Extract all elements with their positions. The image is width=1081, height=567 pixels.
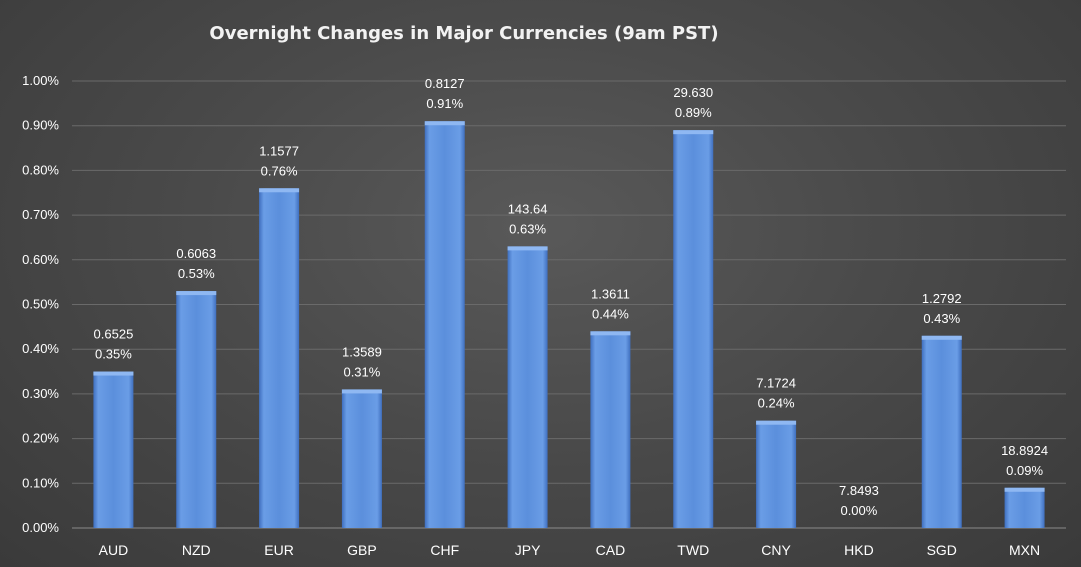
data-label-percent: 0.44% bbox=[592, 306, 629, 321]
data-label-percent: 0.24% bbox=[758, 396, 795, 411]
data-label-percent: 0.53% bbox=[178, 266, 215, 281]
data-label-percent: 0.31% bbox=[343, 364, 380, 379]
data-label-percent: 0.00% bbox=[840, 503, 877, 518]
bar-top-bevel bbox=[921, 335, 962, 340]
x-tick-label: CNY bbox=[761, 542, 791, 558]
y-tick-label: 0.50% bbox=[22, 297, 59, 312]
x-tick-label: CHF bbox=[430, 542, 459, 558]
x-tick-label: HKD bbox=[844, 542, 874, 558]
x-tick-label: CAD bbox=[596, 542, 626, 558]
data-label-rate: 18.8924 bbox=[1001, 443, 1048, 458]
y-tick-label: 0.70% bbox=[22, 207, 59, 222]
bar-chf bbox=[424, 121, 465, 528]
data-label-percent: 0.35% bbox=[95, 347, 132, 362]
x-tick-label: EUR bbox=[264, 542, 294, 558]
data-label-percent: 0.89% bbox=[675, 105, 712, 120]
bar-jpy bbox=[507, 246, 548, 528]
data-label-rate: 0.6063 bbox=[176, 246, 216, 261]
data-label-percent: 0.91% bbox=[426, 96, 463, 111]
y-tick-label: 0.20% bbox=[22, 431, 59, 446]
data-label-percent: 0.43% bbox=[923, 311, 960, 326]
x-tick-label: AUD bbox=[99, 542, 129, 558]
data-label-rate: 1.3611 bbox=[591, 286, 630, 301]
bar-nzd bbox=[176, 291, 217, 528]
data-label-rate: 1.1577 bbox=[259, 143, 299, 158]
y-tick-label: 0.90% bbox=[22, 118, 59, 133]
y-tick-label: 1.00% bbox=[22, 73, 59, 88]
x-tick-label: NZD bbox=[182, 542, 211, 558]
bar-cad bbox=[590, 331, 631, 528]
x-tick-label: GBP bbox=[347, 542, 377, 558]
y-tick-label: 0.10% bbox=[22, 475, 59, 490]
data-label-rate: 7.8493 bbox=[839, 483, 879, 498]
bar-top-bevel bbox=[507, 246, 548, 251]
x-tick-label: TWD bbox=[677, 542, 709, 558]
data-label-rate: 1.3589 bbox=[342, 344, 382, 359]
data-label-percent: 0.76% bbox=[261, 163, 298, 178]
bar-top-bevel bbox=[259, 188, 300, 193]
bar-top-bevel bbox=[590, 331, 631, 336]
bar-top-bevel bbox=[341, 389, 382, 394]
bar-top-bevel bbox=[93, 371, 134, 376]
bar-top-bevel bbox=[1004, 487, 1045, 492]
data-label-rate: 143.64 bbox=[508, 201, 548, 216]
x-tick-label: SGD bbox=[927, 542, 957, 558]
data-label-rate: 1.2792 bbox=[922, 291, 962, 306]
bar-sgd bbox=[921, 335, 962, 528]
bar-twd bbox=[673, 130, 714, 529]
y-tick-label: 0.80% bbox=[22, 162, 59, 177]
x-tick-label: JPY bbox=[515, 542, 541, 558]
bar-top-bevel bbox=[673, 130, 714, 135]
bar-top-bevel bbox=[756, 420, 797, 425]
y-tick-label: 0.00% bbox=[22, 520, 59, 535]
bar-mxn bbox=[1004, 487, 1045, 528]
y-tick-label: 0.30% bbox=[22, 386, 59, 401]
bar-eur bbox=[259, 188, 300, 528]
data-label-rate: 29.630 bbox=[673, 85, 713, 100]
bar-top-bevel bbox=[424, 121, 465, 126]
data-label-rate: 0.6525 bbox=[94, 327, 134, 342]
data-label-rate: 7.1724 bbox=[756, 376, 796, 391]
y-tick-label: 0.60% bbox=[22, 252, 59, 267]
bar-cny bbox=[756, 420, 797, 528]
x-tick-label: MXN bbox=[1009, 542, 1040, 558]
y-tick-label: 0.40% bbox=[22, 341, 59, 356]
data-label-percent: 0.09% bbox=[1006, 463, 1043, 478]
bar-top-bevel bbox=[176, 291, 217, 296]
data-label-percent: 0.63% bbox=[509, 221, 546, 236]
chart-title: Overnight Changes in Major Currencies (9… bbox=[209, 23, 718, 44]
bar-gbp bbox=[341, 389, 382, 528]
data-label-rate: 0.8127 bbox=[425, 76, 465, 91]
bar-aud bbox=[93, 371, 134, 528]
